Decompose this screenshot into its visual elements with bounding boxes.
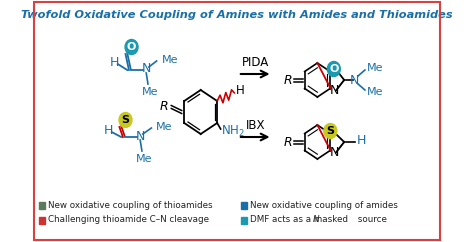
Text: H: H	[109, 56, 119, 69]
Text: N: N	[330, 84, 339, 98]
Text: New oxidative coupling of thioamides: New oxidative coupling of thioamides	[48, 201, 212, 210]
Text: R: R	[284, 74, 292, 86]
Text: New oxidative coupling of amides: New oxidative coupling of amides	[250, 201, 398, 210]
Bar	[241, 202, 247, 209]
Text: Me: Me	[367, 87, 383, 97]
Text: N: N	[136, 129, 145, 143]
Text: NH$_2$: NH$_2$	[220, 123, 245, 139]
Text: H: H	[236, 84, 245, 98]
Text: Challenging thioamide C–N cleavage: Challenging thioamide C–N cleavage	[48, 215, 209, 225]
Text: O: O	[127, 42, 136, 52]
Text: R: R	[160, 100, 169, 113]
Text: N: N	[313, 215, 319, 225]
Text: N: N	[350, 74, 359, 86]
Bar	[241, 217, 247, 224]
Text: Me: Me	[136, 154, 152, 164]
Circle shape	[328, 61, 340, 76]
Text: Me: Me	[156, 122, 172, 132]
Circle shape	[119, 113, 132, 128]
Text: S: S	[327, 126, 334, 136]
Text: N: N	[330, 146, 339, 159]
Circle shape	[324, 123, 337, 138]
Bar	[39, 202, 45, 209]
Text: Twofold Oxidative Coupling of Amines with Amides and Thioamides: Twofold Oxidative Coupling of Amines wit…	[21, 10, 453, 20]
Bar	[39, 217, 45, 224]
Text: O: O	[329, 64, 338, 74]
Text: IBX: IBX	[246, 119, 265, 132]
Text: Me: Me	[162, 55, 178, 65]
Text: PIDA: PIDA	[242, 56, 269, 69]
Text: Me: Me	[141, 87, 158, 97]
Text: DMF acts as a masked     source: DMF acts as a masked source	[250, 215, 387, 225]
Circle shape	[125, 39, 138, 54]
Text: R: R	[284, 136, 292, 149]
Text: S: S	[121, 115, 129, 125]
Text: Me: Me	[367, 63, 383, 73]
Text: H: H	[356, 135, 365, 148]
Text: H: H	[103, 124, 113, 137]
Text: N: N	[142, 62, 151, 76]
